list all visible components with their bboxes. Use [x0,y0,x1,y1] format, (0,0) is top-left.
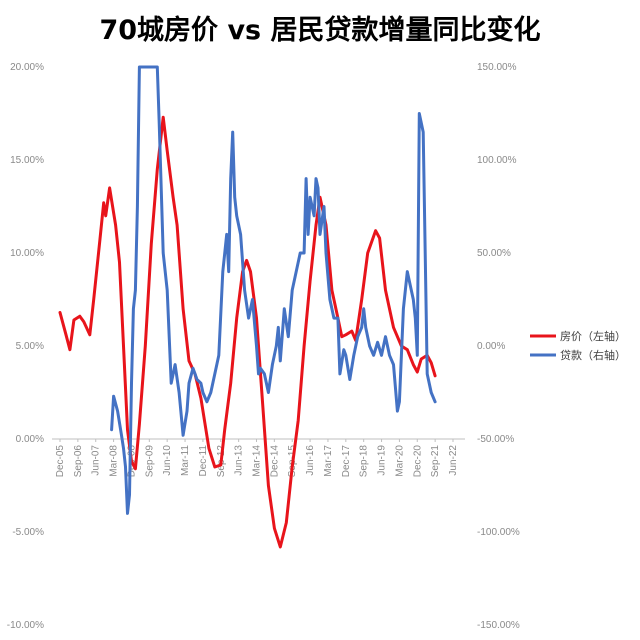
right-axis-tick-label: 150.00% [477,62,517,73]
loan-series-line [110,65,437,515]
left-axis-ticks: 20.00% 15.00% 10.00% 5.00% 0.00% -5.00% -10.00… [7,62,44,631]
x-axis-tick-label: Jun-10 [162,445,173,476]
right-axis-tick-label: 50.00% [477,248,511,259]
left-axis-tick-label: -5.00% [12,527,44,538]
x-axis-tick-label: Dec-20 [412,445,423,478]
legend-loan-label: 贷款（右轴） [560,348,626,362]
x-axis-tick-label: Jun-22 [448,445,459,476]
x-axis-tick-label: Mar-11 [180,445,191,476]
right-axis-tick-label: -150.00% [477,620,520,631]
x-axis-tick-label: Jun-07 [91,445,102,476]
left-axis-tick-label: -10.00% [7,620,44,631]
x-axis-tick-label: Mar-08 [109,445,120,477]
x-axis-tick-label: Dec-14 [269,445,280,478]
x-axis-ticks: Dec-05 Sep-06 Jun-07 Mar-08 Dec-08 Sep-09 Jun-… [55,439,459,477]
right-axis-ticks: 150.00% 100.00% 50.00% 0.00% -50.00% -100.00%… [477,62,520,631]
x-axis-tick-label: Sep-21 [430,445,441,478]
x-axis-tick-label: Sep-18 [359,445,370,478]
x-axis-tick-label: Dec-17 [341,445,352,478]
left-axis-tick-label: 5.00% [16,341,44,352]
x-axis-tick-label: Mar-17 [323,445,334,477]
x-axis-tick-label: Mar-20 [394,445,405,477]
right-axis-tick-label: -50.00% [477,434,514,445]
legend-house-price-label: 房价（左轴） [560,329,626,343]
series-layer [58,65,437,549]
x-axis-tick-label: Jun-19 [377,445,388,476]
left-axis-tick-label: 0.00% [16,434,44,445]
legend: 房价（左轴） 贷款（右轴） [530,329,626,362]
x-axis-tick-label: Sep-06 [73,445,84,478]
x-axis-tick-label: Jun-13 [234,445,245,476]
x-axis-tick-label: Sep-09 [144,445,155,478]
x-axis-tick-label: Dec-05 [55,445,66,478]
left-axis-tick-label: 10.00% [10,248,44,259]
right-axis-tick-label: 100.00% [477,155,517,166]
x-axis-tick-label: Jun-16 [305,445,316,476]
left-axis-tick-label: 15.00% [10,155,44,166]
chart-title: 70城房价 vs 居民贷款增量同比变化 [99,15,541,46]
left-axis-tick-label: 20.00% [10,62,44,73]
x-axis-tick-label: Dec-11 [198,445,209,477]
x-axis-tick-label: Mar-14 [252,445,263,477]
right-axis-tick-label: 0.00% [477,341,505,352]
right-axis-tick-label: -100.00% [477,527,520,538]
house-price-series-line [58,115,437,549]
